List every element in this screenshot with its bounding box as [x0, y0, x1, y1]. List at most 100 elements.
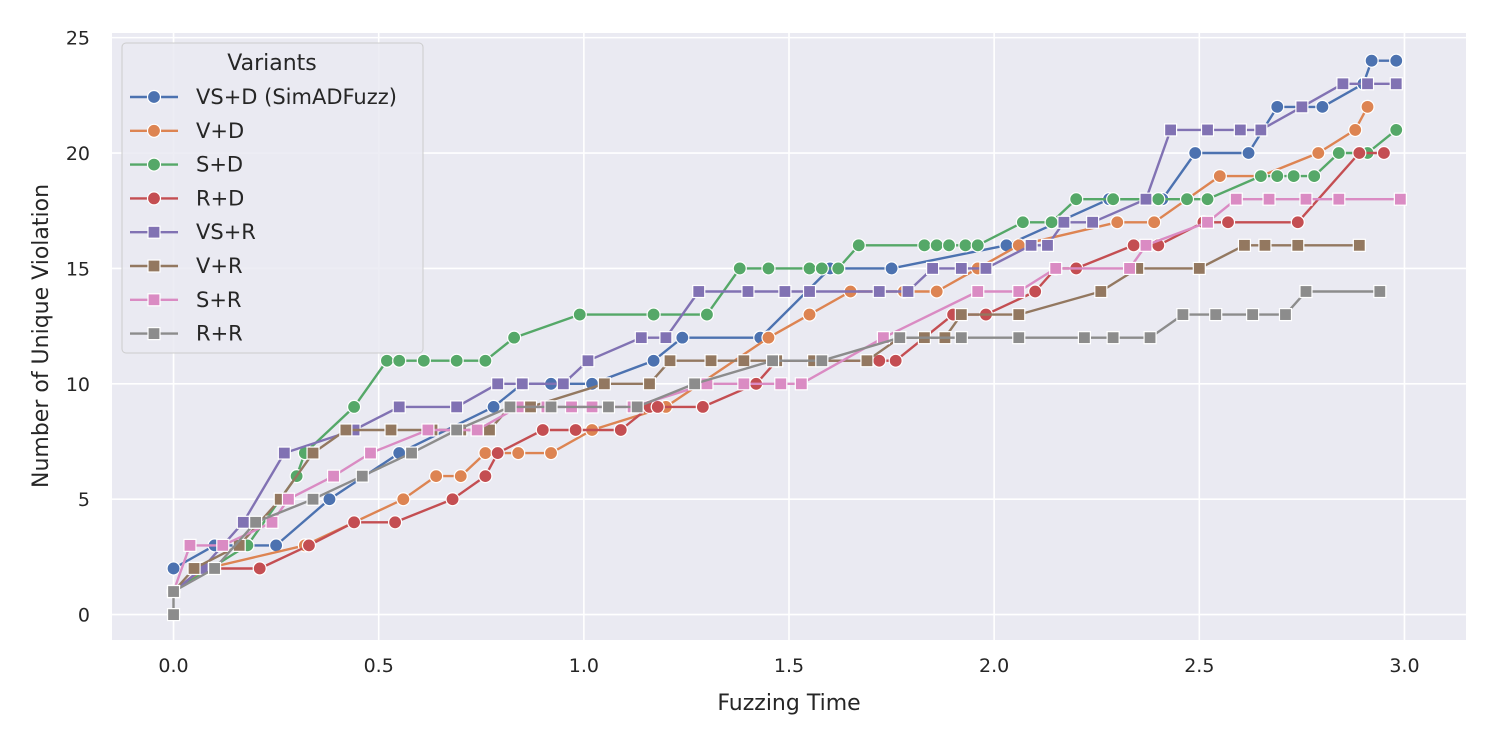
data-point-r-d — [695, 399, 710, 414]
legend-marker — [146, 157, 162, 172]
data-point-vs-r — [1295, 100, 1309, 114]
data-point-s-r — [326, 469, 341, 483]
data-point-r-d — [1290, 215, 1305, 230]
data-point-s-d — [1307, 168, 1322, 184]
data-point-s-r — [363, 446, 378, 460]
data-point-s-r — [281, 492, 296, 506]
legend-item-vs-r: VS+R — [130, 220, 256, 244]
series-vs-d-simadfuzz — [166, 53, 1404, 576]
data-point-vs-r — [872, 284, 886, 299]
data-point-s-d — [392, 353, 407, 368]
data-point-vs-r — [450, 400, 464, 414]
legend-item-v-r: V+R — [130, 254, 243, 278]
data-point-v-r — [1012, 307, 1026, 322]
data-point-r-r — [249, 515, 263, 529]
data-point-s-r — [1012, 284, 1026, 299]
data-point-r-r — [1373, 284, 1387, 299]
data-point-v-r — [704, 354, 718, 368]
data-point-s-d — [1270, 168, 1285, 184]
legend-label: R+R — [196, 322, 243, 346]
data-point-vs-d-simadfuzz — [1389, 53, 1404, 68]
data-point-vs-r — [1139, 192, 1153, 206]
legend-item-r-d: R+D — [130, 186, 244, 210]
data-point-s-r — [1122, 261, 1137, 276]
data-point-s-d — [1331, 145, 1346, 161]
legend-marker — [146, 89, 162, 105]
legend-marker — [147, 259, 161, 273]
data-point-vs-r — [741, 284, 755, 299]
data-point-r-d — [888, 353, 903, 368]
data-point-v-d — [396, 492, 411, 507]
data-point-vs-r — [926, 261, 940, 276]
data-point-r-d — [490, 445, 505, 461]
data-point-vs-r — [392, 400, 406, 414]
legend-item-s-d: S+D — [130, 153, 243, 177]
data-point-r-r — [1209, 307, 1223, 322]
data-point-vs-d-simadfuzz — [1241, 145, 1256, 161]
data-point-s-d — [1389, 122, 1404, 138]
data-point-s-d — [732, 261, 747, 276]
data-point-vs-r — [1233, 123, 1247, 137]
data-point-r-d — [252, 561, 267, 576]
data-point-vs-r — [277, 446, 291, 460]
data-point-s-r — [1332, 192, 1346, 206]
data-point-vs-r — [1057, 215, 1071, 229]
data-point-vs-r — [802, 284, 817, 299]
data-point-s-d — [917, 238, 932, 253]
data-point-s-d — [814, 261, 829, 276]
data-point-vs-d-simadfuzz — [675, 330, 690, 345]
data-point-v-d — [453, 469, 468, 484]
data-point-v-r — [737, 354, 751, 368]
data-point-vs-d-simadfuzz — [1315, 99, 1330, 114]
data-point-v-r — [1352, 238, 1366, 252]
data-point-r-r — [765, 354, 780, 368]
data-point-s-d — [416, 353, 431, 368]
legend-title: Variants — [227, 51, 317, 76]
data-point-s-d — [1106, 192, 1121, 207]
data-point-s-r — [216, 538, 230, 552]
legend-label: V+R — [196, 254, 243, 278]
x-tick-label: 0.0 — [158, 655, 188, 677]
legend-marker — [146, 191, 162, 206]
data-point-v-r — [187, 561, 201, 576]
data-point-r-d — [301, 538, 317, 553]
data-point-vs-r — [901, 284, 915, 299]
legend-label: V+D — [196, 119, 244, 143]
data-point-s-r — [1393, 192, 1407, 206]
data-point-vs-r — [634, 331, 648, 345]
y-tick-label: 25 — [66, 28, 90, 50]
data-point-r-r — [544, 400, 558, 414]
data-point-s-r — [1229, 192, 1243, 206]
data-point-s-d — [1253, 168, 1268, 184]
data-point-s-d — [646, 307, 661, 322]
data-point-r-r — [207, 561, 222, 576]
data-point-v-d — [511, 445, 526, 461]
data-point-s-d — [572, 307, 587, 322]
data-point-r-r — [815, 354, 829, 368]
data-point-r-d — [1352, 145, 1367, 161]
data-point-v-r — [860, 354, 874, 368]
data-point-vs-r — [1086, 215, 1100, 229]
data-point-r-d — [1028, 284, 1043, 299]
data-point-s-r — [183, 538, 197, 552]
data-point-s-r — [1299, 192, 1313, 206]
y-axis-label: Number of Unique Violation — [29, 184, 54, 488]
data-point-r-d — [1376, 145, 1392, 161]
data-point-r-r — [630, 400, 644, 414]
data-point-vs-r — [515, 377, 529, 391]
data-point-r-r — [1077, 331, 1092, 345]
data-point-v-d — [429, 469, 444, 484]
data-point-v-d — [929, 284, 944, 299]
data-point-r-r — [355, 469, 369, 483]
data-point-vs-r — [778, 284, 792, 299]
data-point-vs-r — [1336, 77, 1350, 91]
data-point-v-d — [1360, 99, 1375, 114]
data-point-r-r — [893, 331, 907, 345]
x-axis-label: Fuzzing Time — [717, 691, 860, 716]
data-point-vs-d-simadfuzz — [1364, 53, 1379, 68]
data-point-s-d — [958, 238, 973, 253]
data-point-vs-r — [659, 331, 673, 345]
data-point-vs-d-simadfuzz — [1270, 99, 1285, 114]
data-point-v-r — [663, 354, 677, 368]
